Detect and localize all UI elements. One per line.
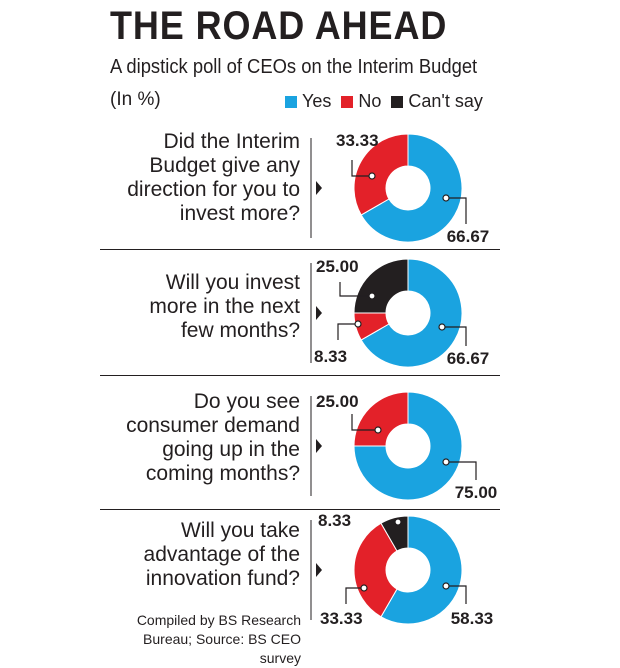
question-2-pointer-icon: [316, 306, 322, 320]
chart-subtitle: A dipstick poll of CEOs on the Interim B…: [110, 56, 478, 78]
donut-4-leader-dot-no: [360, 584, 368, 592]
donut-1-leader-dot-yes: [442, 194, 450, 202]
donut-1-slice-no: [353, 133, 409, 216]
legend-item-no: No: [341, 91, 381, 112]
unit-label: (In %): [110, 89, 161, 110]
legend-swatch-cant-say: [391, 95, 404, 108]
donut-2-value-label-no: 8.33: [314, 347, 347, 366]
legend-label-yes: Yes: [302, 91, 332, 111]
donut-4-slice-yes: [380, 515, 463, 625]
question-1-line-2: Budget give any: [149, 154, 300, 177]
question-4-pointer-icon: [316, 563, 322, 577]
donut-4-value-label-no: 33.33: [320, 609, 363, 628]
credit-line-1: Compiled by BS Research: [136, 612, 301, 628]
question-3-line-3: going up in the: [162, 438, 300, 461]
legend-item-yes: Yes: [285, 91, 331, 112]
legend-swatch-no: [341, 95, 354, 108]
question-1-line-1: Did the Interim: [163, 130, 300, 153]
question-2-line-2: more in the next: [149, 295, 300, 318]
question-1-line-4: invest more?: [179, 202, 300, 225]
donut-3-leader-dot-no: [374, 426, 382, 434]
donut-1-value-label-yes: 66.67: [447, 227, 490, 246]
question-4-line-1: Will you take: [180, 519, 300, 542]
legend: Yes No Can't say: [285, 91, 483, 112]
question-1: Did the Interim Budget give any directio…: [100, 130, 300, 226]
divider-1: [100, 249, 500, 250]
question-1-pointer-icon: [316, 181, 322, 195]
donut-2-leader-no: [337, 323, 358, 340]
donut-2-leader-yes: [442, 326, 467, 346]
donut-3-leader-yes: [446, 461, 477, 480]
donut-4-leader-dot-yes: [442, 582, 450, 590]
donut-2-leader-dot-no: [354, 320, 362, 328]
question-2-line-1: Will you invest: [165, 271, 300, 294]
question-3-line-1: Do you see: [193, 390, 300, 413]
question-4-line-2: advantage of the: [143, 543, 300, 566]
question-3-line-2: consumer demand: [126, 414, 300, 437]
donut-2-leader-dot-can-t-say: [368, 292, 376, 300]
donut-4-leader-no: [345, 587, 364, 604]
question-4-line-3: innovation fund?: [145, 567, 300, 590]
donut-4-leader-yes: [446, 585, 467, 604]
legend-label-no: No: [358, 91, 382, 111]
question-2: Will you invest more in the next few mon…: [100, 271, 300, 343]
donut-2-leader-can-t-say: [339, 282, 372, 297]
donut-4-leader-dot-can-t-say: [394, 518, 402, 526]
donut-3-leader-dot-yes: [442, 458, 450, 466]
donut-4-slice-can-t-say: [380, 515, 409, 552]
question-4: Will you take advantage of the innovatio…: [100, 519, 300, 591]
divider-2: [100, 375, 500, 376]
question-1-line-3: direction for you to: [127, 178, 300, 201]
legend-item-cant-say: Can't say: [391, 91, 483, 112]
question-2-line-3: few months?: [180, 319, 300, 342]
divider-3: [100, 509, 500, 510]
question-3-line-4: coming months?: [145, 462, 300, 485]
legend-swatch-yes: [285, 95, 297, 108]
donut-3-value-label-yes: 75.00: [455, 483, 498, 502]
donut-4-slice-no: [353, 522, 398, 618]
donut-3-slice-no: [353, 391, 409, 447]
question-3: Do you see consumer demand going up in t…: [100, 390, 300, 486]
donut-4-value-label-can-t-say: 8.33: [318, 511, 351, 530]
donut-1-leader-no: [351, 160, 372, 177]
donut-1-leader-dot-no: [368, 172, 376, 180]
legend-label-cant-say: Can't say: [408, 91, 483, 111]
question-3-pointer-icon: [316, 439, 322, 453]
chart-title: THE ROAD AHEAD: [110, 4, 448, 48]
donut-1-value-label-no: 33.33: [336, 131, 379, 150]
donut-2-leader-dot-yes: [438, 323, 446, 331]
donut-2-value-label-yes: 66.67: [447, 349, 490, 368]
donut-3-value-label-no: 25.00: [316, 392, 359, 411]
donut-2-value-label-can-t-say: 25.00: [316, 257, 359, 276]
donut-2-slice-can-t-say: [353, 258, 409, 314]
donut-3-slice-yes: [353, 391, 463, 501]
donut-1-slice-yes: [360, 133, 463, 243]
donut-3-leader-no: [351, 414, 378, 431]
donut-4-value-label-yes: 58.33: [451, 609, 494, 628]
donut-1-leader-yes: [446, 197, 467, 224]
donut-2-slice-yes: [360, 258, 463, 368]
